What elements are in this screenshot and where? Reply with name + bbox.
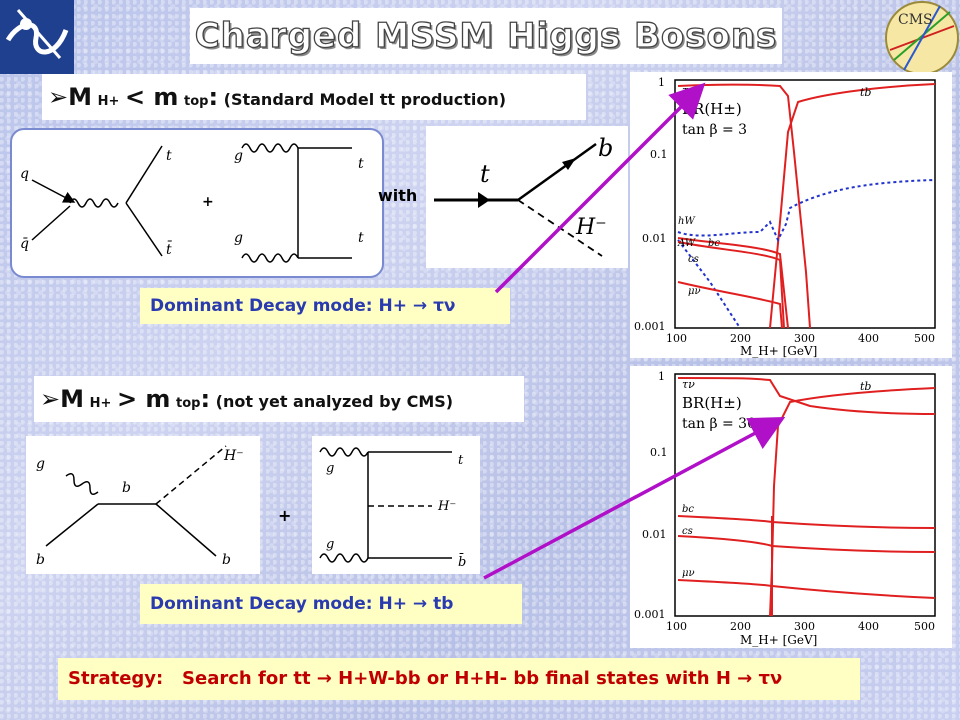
svg-text:H⁻: H⁻ (223, 448, 244, 464)
bullet-icon: ➢ (40, 385, 61, 413)
svg-text:AW: AW (677, 238, 696, 249)
svg-text:400: 400 (858, 332, 879, 345)
page-title: Charged MSSM Higgs Bosons (194, 15, 778, 56)
svg-text:g: g (36, 456, 45, 472)
svg-text:t: t (358, 156, 364, 172)
svg-text:τν: τν (682, 378, 695, 391)
plot2-xlabel: M_H+ [GeV] (740, 633, 817, 647)
svg-text:g: g (234, 230, 243, 246)
svg-text:bc: bc (708, 238, 720, 249)
svg-text:b: b (222, 552, 231, 568)
plot2-tanb: tan β = 30 (682, 416, 756, 432)
svg-text:g: g (326, 537, 334, 552)
tbar-label: t̄ (166, 240, 173, 258)
svg-text:0.001: 0.001 (634, 608, 666, 621)
svg-text:300: 300 (794, 620, 815, 633)
q-label: q (20, 166, 29, 182)
plot1-xlabel: M_H+ [GeV] (740, 344, 817, 358)
svg-text:0.001: 0.001 (634, 320, 666, 333)
svg-text:CMS: CMS (898, 12, 933, 28)
svg-text:cs: cs (688, 254, 699, 265)
svg-text:bc: bc (682, 504, 694, 515)
svg-text:b: b (122, 480, 131, 496)
top-decay-diagram: t b H⁻ (426, 126, 628, 268)
bullet-icon: ➢ (48, 83, 69, 111)
svg-text:H⁻: H⁻ (575, 215, 607, 240)
gb-tH-diagram: g b b H⁻ b (26, 436, 260, 574)
with-label: with (378, 186, 418, 205)
svg-text:0.1: 0.1 (650, 148, 668, 161)
svg-text:100: 100 (666, 620, 687, 633)
strategy-text: Search for tt → H+W-bb or H+H- bb final … (182, 668, 783, 689)
svg-text:H⁻: H⁻ (437, 499, 456, 514)
title-box: Charged MSSM Higgs Bosons (190, 8, 782, 64)
svg-text:b: b (36, 552, 45, 568)
infn-logo (0, 0, 74, 74)
decay-mode-1: Dominant Decay mode: H+ → τν (140, 288, 510, 324)
arrow-to-taunu (494, 82, 706, 294)
br-plot-tanb-30: τν tb BR(H±) tan β = 30 bc cs μν 1 0.1 0… (630, 366, 952, 648)
strategy-box: Strategy: Search for tt → H+W-bb or H+H-… (58, 658, 860, 700)
svg-text:μν: μν (688, 286, 701, 297)
section1-header: ➢M H+ < m top: (Standard Model tt produc… (42, 74, 586, 120)
svg-text:200: 200 (730, 620, 751, 633)
svg-text:t: t (480, 160, 490, 188)
svg-text:g: g (234, 148, 243, 164)
svg-text:tb: tb (860, 380, 871, 393)
svg-text:0.1: 0.1 (650, 446, 668, 459)
svg-text:b̄: b̄ (458, 553, 466, 570)
svg-text:300: 300 (794, 332, 815, 345)
infn-logo-icon (0, 0, 74, 74)
svg-text:cs: cs (682, 526, 693, 537)
svg-text:hW: hW (678, 216, 695, 227)
svg-text:1: 1 (658, 370, 665, 383)
svg-text:200: 200 (730, 332, 751, 345)
plot2-ylabel: BR(H±) (682, 394, 742, 412)
plus-sign-2: + (278, 506, 292, 525)
plus-sign: + (202, 194, 214, 210)
svg-text:0.01: 0.01 (642, 232, 667, 245)
svg-text:500: 500 (914, 620, 935, 633)
svg-text:t: t (458, 453, 464, 468)
svg-text:1: 1 (658, 76, 665, 89)
plot1-tanb: tan β = 3 (682, 122, 747, 138)
svg-text:0.01: 0.01 (642, 528, 667, 541)
strategy-label: Strategy: (68, 668, 164, 689)
svg-text:500: 500 (914, 332, 935, 345)
section2-header: ➢M H+ > m top: (not yet analyzed by CMS) (34, 376, 524, 422)
svg-text:μν: μν (682, 568, 695, 579)
svg-text:g: g (326, 461, 334, 476)
gg-tbH-diagram: g g t H⁻ b̄ (312, 436, 480, 574)
arrow-to-tb (483, 417, 786, 580)
t-label: t (166, 148, 172, 164)
svg-text:tb: tb (860, 86, 871, 99)
decay-mode-2: Dominant Decay mode: H+ → tb (140, 584, 522, 624)
tt-production-diagrams: q q̄ t t̄ + g g t t (10, 128, 384, 278)
svg-text:b: b (598, 134, 613, 162)
svg-text:400: 400 (858, 620, 879, 633)
qbar-label: q̄ (20, 236, 29, 252)
svg-text:100: 100 (666, 332, 687, 345)
svg-text:t: t (358, 230, 364, 246)
